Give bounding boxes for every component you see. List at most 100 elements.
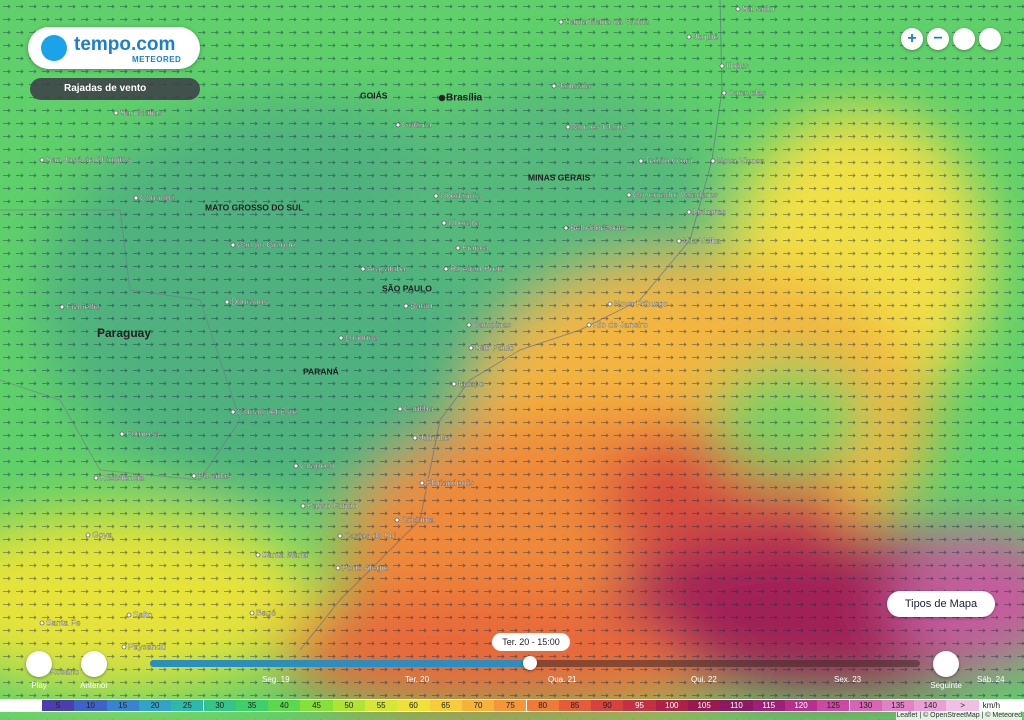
city-label: Caxias do Sul xyxy=(344,530,397,540)
place-marker xyxy=(441,220,447,226)
legend-cell: 30 xyxy=(203,700,236,711)
next-button[interactable] xyxy=(933,651,959,677)
place-marker xyxy=(455,245,461,251)
city-label: Januária xyxy=(558,80,591,90)
place-marker xyxy=(335,565,341,571)
place-marker xyxy=(230,409,236,415)
city-label: Belo Horizonte xyxy=(570,222,626,232)
place-marker xyxy=(419,480,425,486)
place-marker xyxy=(39,157,45,163)
day-label: Qui. 22 xyxy=(691,675,717,684)
place-marker xyxy=(230,242,236,248)
brand-sub: METEORED xyxy=(132,55,182,64)
border xyxy=(0,209,241,481)
city-label: Goya xyxy=(92,529,113,539)
legend-cell: 15 xyxy=(106,700,139,711)
city-label: Campinas xyxy=(473,319,511,329)
zoom-in[interactable]: + xyxy=(901,28,923,50)
legend-cell: > xyxy=(946,700,979,711)
city-label: Jequié xyxy=(693,31,718,41)
place-marker xyxy=(397,406,403,412)
place-marker xyxy=(710,158,716,164)
city-label: Nova Friburgo xyxy=(614,298,668,308)
screenshot-button[interactable] xyxy=(953,28,975,50)
layer-label[interactable]: Rajadas de vento xyxy=(30,78,200,100)
place-marker xyxy=(126,612,132,618)
place-marker xyxy=(337,533,343,539)
day-label: Sex. 23 xyxy=(834,675,862,684)
region-label: MATO GROSSO DO SUL xyxy=(205,202,303,212)
logo-icon xyxy=(41,35,67,61)
attribution: Leaflet | © OpenStreetMap | © Meteored xyxy=(896,712,1022,720)
timeline-progress xyxy=(150,660,530,667)
place-marker xyxy=(451,381,457,387)
city-label: Chapecó xyxy=(300,460,334,470)
zoom-out[interactable]: − xyxy=(927,28,949,50)
region-label: PARANÁ xyxy=(303,366,339,376)
place-marker xyxy=(93,475,99,481)
city-label: Vila Velha xyxy=(683,235,721,245)
legend-cell: 95 xyxy=(623,700,656,711)
city-label: Criciúma xyxy=(401,514,435,524)
place-marker xyxy=(626,192,632,198)
city-label: Uberlândia xyxy=(440,190,481,200)
legend-cell: 70 xyxy=(461,700,495,711)
city-label: Rosário xyxy=(50,666,80,676)
legend-cell: 115 xyxy=(752,700,785,711)
place-marker xyxy=(59,304,65,310)
place-marker xyxy=(191,473,197,479)
city-label: Campo Grande xyxy=(237,239,295,249)
day-label: Ter. 20 xyxy=(405,675,430,684)
city-label: Londrina xyxy=(345,332,378,342)
timeline-handle[interactable] xyxy=(523,656,537,670)
place-marker xyxy=(249,610,255,616)
brand-logo[interactable]: tempo.com METEORED xyxy=(28,27,200,69)
fullscreen-button[interactable] xyxy=(979,28,1001,50)
city-label: Formosa xyxy=(126,428,160,438)
legend-cell: 20 xyxy=(138,700,172,711)
next-label: Seguinte xyxy=(930,681,962,690)
map-type-button[interactable]: Tipos de Mapa xyxy=(887,591,995,617)
place-marker xyxy=(676,238,682,244)
city-label: Santa Maria xyxy=(262,549,308,559)
city-label: Salvador xyxy=(742,3,776,13)
city-label: Governador Valadares xyxy=(633,189,718,199)
place-marker xyxy=(719,63,725,69)
legend-cell: 75 xyxy=(494,700,527,711)
current-time: Ter. 20 - 15:00 xyxy=(492,633,570,651)
legend-cell: 45 xyxy=(300,700,333,711)
legend-cell: 110 xyxy=(720,700,753,711)
city-label: Santa Maria da Vitória xyxy=(565,16,649,26)
city-label: Caravelas xyxy=(728,87,766,97)
place-marker xyxy=(394,517,400,523)
place-marker xyxy=(412,435,418,441)
legend-cell: 50 xyxy=(332,700,365,711)
city-label: Goiânia xyxy=(402,119,432,129)
city-label: Rio de Janeiro xyxy=(593,319,648,329)
city-label: Porto Alegre xyxy=(342,562,389,572)
legend-cell: 35 xyxy=(235,700,269,711)
city-label: Joinville xyxy=(419,432,450,442)
legend-cell: 135 xyxy=(881,700,915,711)
city-label: Brasília xyxy=(446,93,483,104)
place-marker xyxy=(563,225,569,231)
legend-cell: 105 xyxy=(688,700,721,711)
city-label: Bagé xyxy=(256,607,276,617)
place-marker xyxy=(293,463,299,469)
legend-cell: 130 xyxy=(849,700,882,711)
place-marker xyxy=(113,110,119,116)
legend-unit: km/h xyxy=(982,701,1001,710)
place-marker xyxy=(558,19,564,25)
brand-name: tempo.com xyxy=(74,34,176,55)
city-label: Ciudad del Este xyxy=(237,406,297,416)
previous-button[interactable] xyxy=(81,651,107,677)
city-label: Florianópolis xyxy=(426,477,474,487)
city-label: Passo Fundo xyxy=(307,500,357,510)
play-button[interactable] xyxy=(26,651,52,677)
city-label: Posadas xyxy=(198,470,231,480)
place-marker xyxy=(433,193,439,199)
place-marker xyxy=(735,6,741,12)
region-label: GOIÁS xyxy=(360,90,388,100)
